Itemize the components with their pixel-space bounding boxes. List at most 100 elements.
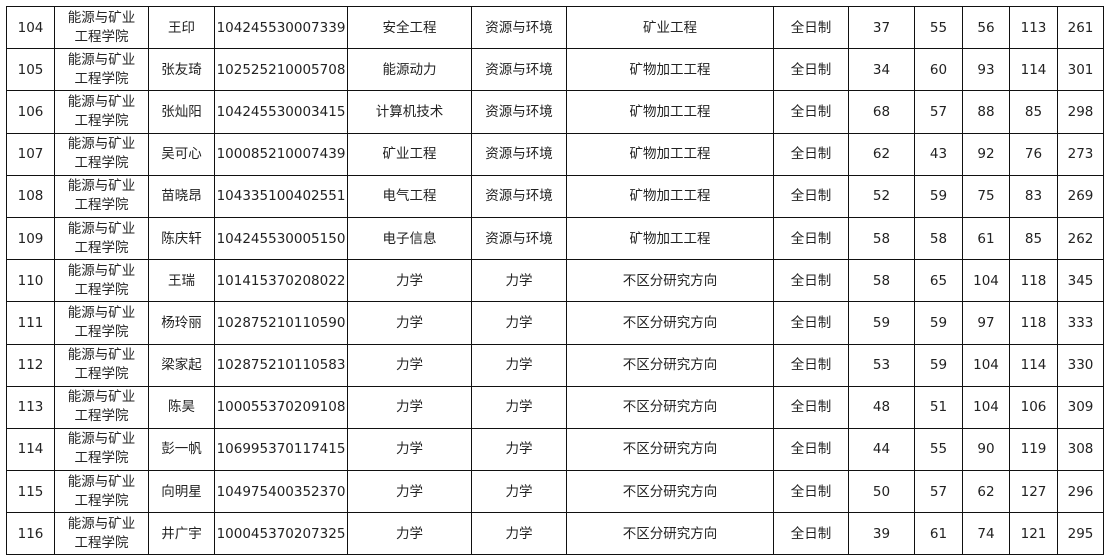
score-total: 261 (1057, 5, 1104, 50)
score-total: 269 (1057, 174, 1104, 218)
major-cell: 力学 (347, 470, 472, 514)
study-mode: 全日制 (773, 512, 849, 556)
candidate-name: 陈昊 (148, 385, 215, 429)
score-total: 333 (1057, 301, 1104, 345)
row-number: 106 (6, 90, 55, 134)
exam-id: 100045370207325 (214, 512, 348, 556)
field-cell: 资源与环境 (471, 90, 567, 134)
score-politics: 59 (848, 301, 915, 345)
exam-id: 104335100402551 (214, 174, 348, 218)
score-total: 301 (1057, 48, 1104, 92)
college-line: 工程学院 (74, 492, 129, 509)
score-foreign-language: 51 (914, 385, 963, 429)
study-mode: 全日制 (773, 301, 849, 345)
field-cell: 力学 (471, 343, 567, 387)
score-subject-2: 76 (1009, 132, 1058, 176)
major-cell: 力学 (347, 427, 472, 472)
study-mode: 全日制 (773, 343, 849, 387)
major-cell: 电子信息 (347, 216, 472, 261)
field-cell: 资源与环境 (471, 132, 567, 176)
candidate-name: 井广宇 (148, 512, 215, 556)
direction-cell: 不区分研究方向 (566, 470, 774, 514)
exam-id: 102875210110583 (214, 343, 348, 387)
score-subject-1: 90 (962, 427, 1010, 472)
direction-cell: 不区分研究方向 (566, 427, 774, 472)
field-cell: 资源与环境 (471, 174, 567, 218)
college-line: 工程学院 (74, 197, 129, 214)
college-line: 工程学院 (74, 450, 129, 467)
major-cell: 电气工程 (347, 174, 472, 218)
score-total: 308 (1057, 427, 1104, 472)
score-politics: 34 (848, 48, 915, 92)
candidate-name: 苗晓昂 (148, 174, 215, 218)
major-cell: 力学 (347, 343, 472, 387)
major-cell: 矿业工程 (347, 132, 472, 176)
major-cell: 力学 (347, 259, 472, 303)
score-politics: 68 (848, 90, 915, 134)
exam-id: 100085210007439 (214, 132, 348, 176)
study-mode: 全日制 (773, 470, 849, 514)
score-subject-2: 83 (1009, 174, 1058, 218)
score-total: 295 (1057, 512, 1104, 556)
score-subject-2: 85 (1009, 90, 1058, 134)
row-number: 105 (6, 48, 55, 92)
college-cell: 能源与矿业 工程学院 (54, 385, 149, 429)
score-subject-2: 118 (1009, 259, 1058, 303)
college-line: 能源与矿业 (67, 93, 136, 110)
table-body: 104 能源与矿业 工程学院 王印 104245530007339 安全工程 资源与环境 矿业… (6, 5, 1104, 556)
major-cell: 能源动力 (347, 48, 472, 92)
row-number: 116 (6, 512, 55, 556)
table-row: 109 能源与矿业 工程学院 陈庆轩 104245530005150 电子信息 资源与环境矿… (6, 216, 1104, 261)
exam-id: 104245530007339 (214, 5, 348, 50)
score-foreign-language: 59 (914, 343, 963, 387)
major-cell: 计算机技术 (347, 90, 472, 134)
college-line: 能源与矿业 (67, 262, 136, 279)
field-cell: 力学 (471, 259, 567, 303)
field-cell: 力学 (471, 512, 567, 556)
college-line: 工程学院 (74, 28, 129, 45)
score-politics: 48 (848, 385, 915, 429)
score-subject-1: 104 (962, 259, 1010, 303)
table-row: 107 能源与矿业 工程学院 吴可心 100085210007439 矿业工程 资源与环境矿… (6, 132, 1104, 176)
candidate-name: 王瑞 (148, 259, 215, 303)
college-cell: 能源与矿业 工程学院 (54, 512, 149, 556)
candidate-name: 张灿阳 (148, 90, 215, 134)
college-line: 能源与矿业 (67, 51, 136, 68)
college-line: 能源与矿业 (67, 9, 136, 26)
score-subject-2: 113 (1009, 5, 1058, 50)
direction-cell: 矿物加工工程 (566, 132, 774, 176)
exam-id: 104245530003415 (214, 90, 348, 134)
college-line: 能源与矿业 (67, 347, 136, 364)
college-line: 工程学院 (74, 112, 129, 129)
exam-id: 100055370209108 (214, 385, 348, 429)
table-row: 104 能源与矿业 工程学院 王印 104245530007339 安全工程 资源与环境 矿业… (6, 5, 1104, 50)
score-foreign-language: 61 (914, 512, 963, 556)
major-cell: 力学 (347, 385, 472, 429)
direction-cell: 矿物加工工程 (566, 90, 774, 134)
row-number: 104 (6, 5, 55, 50)
candidate-name: 彭一帆 (148, 427, 215, 472)
table-row: 111 能源与矿业 工程学院 杨玲丽 102875210110590 力学 力学 不区分研究方… (6, 301, 1104, 345)
table-row: 105 能源与矿业 工程学院 张友琦 102525210005708 能源动力 资源与环境矿… (6, 48, 1104, 92)
direction-cell: 矿物加工工程 (566, 174, 774, 218)
candidate-name: 王印 (148, 5, 215, 50)
study-mode: 全日制 (773, 90, 849, 134)
score-subject-2: 106 (1009, 385, 1058, 429)
college-line: 能源与矿业 (67, 178, 136, 195)
study-mode: 全日制 (773, 48, 849, 92)
direction-cell: 不区分研究方向 (566, 259, 774, 303)
direction-cell: 矿业工程 (566, 5, 774, 50)
score-foreign-language: 57 (914, 470, 963, 514)
study-mode: 全日制 (773, 5, 849, 50)
score-foreign-language: 55 (914, 5, 963, 50)
row-number: 109 (6, 216, 55, 261)
college-line: 工程学院 (74, 239, 129, 256)
field-cell: 资源与环境 (471, 48, 567, 92)
score-foreign-language: 65 (914, 259, 963, 303)
direction-cell: 不区分研究方向 (566, 512, 774, 556)
score-subject-1: 56 (962, 5, 1010, 50)
field-cell: 力学 (471, 427, 567, 472)
study-mode: 全日制 (773, 216, 849, 261)
score-politics: 58 (848, 216, 915, 261)
score-politics: 50 (848, 470, 915, 514)
